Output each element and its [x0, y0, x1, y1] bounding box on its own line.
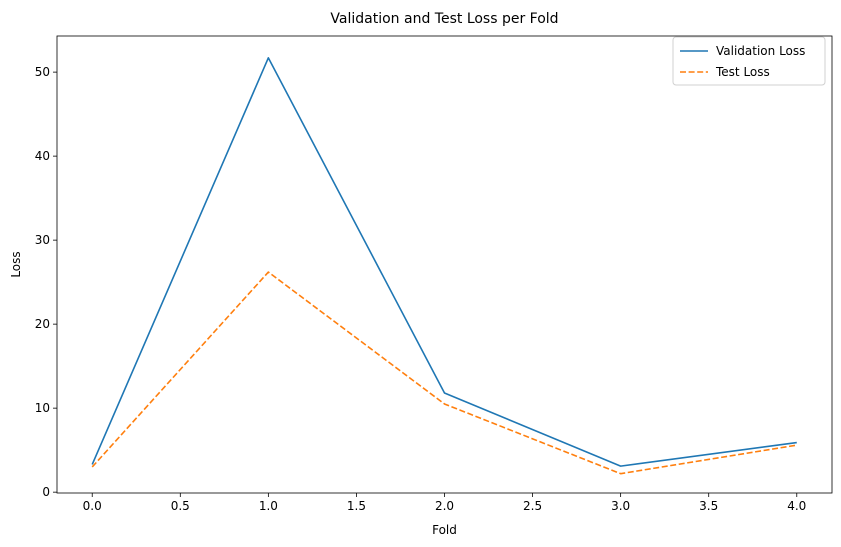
y-tick-label: 20	[35, 317, 50, 331]
y-tick-label: 10	[35, 401, 50, 415]
y-tick-label: 40	[35, 149, 50, 163]
legend-label: Test Loss	[715, 65, 770, 79]
series-line-test-loss	[91, 271, 797, 475]
x-tick-label: 1.0	[259, 499, 278, 513]
x-axis-label: Fold	[432, 523, 457, 537]
legend: Validation Loss Test Loss	[672, 36, 826, 86]
x-tick-label: 2.5	[523, 499, 542, 513]
x-tick-label: 2.0	[435, 499, 454, 513]
y-tick-label: 30	[35, 233, 50, 247]
series-line-validation-loss	[91, 57, 797, 467]
legend-label: Validation Loss	[716, 44, 805, 58]
y-tick-label: 0	[42, 485, 50, 499]
x-tick-label: 1.5	[347, 499, 366, 513]
x-tick-label: 0.0	[83, 499, 102, 513]
y-axis-label: Loss	[9, 251, 23, 277]
legend-box	[672, 36, 826, 86]
y-tick-label: 50	[35, 65, 50, 79]
plot-frame	[56, 35, 833, 494]
chart-title: Validation and Test Loss per Fold	[330, 11, 558, 27]
x-tick-label: 3.0	[611, 499, 630, 513]
y-axis: 0 10 20 30 40 50	[35, 65, 57, 499]
plot-area	[56, 35, 833, 494]
x-tick-label: 0.5	[171, 499, 190, 513]
x-axis: 0.0 0.5 1.0 1.5 2.0 2.5 3.0 3.5 4.0	[83, 493, 806, 513]
x-tick-label: 4.0	[787, 499, 806, 513]
x-tick-label: 3.5	[699, 499, 718, 513]
